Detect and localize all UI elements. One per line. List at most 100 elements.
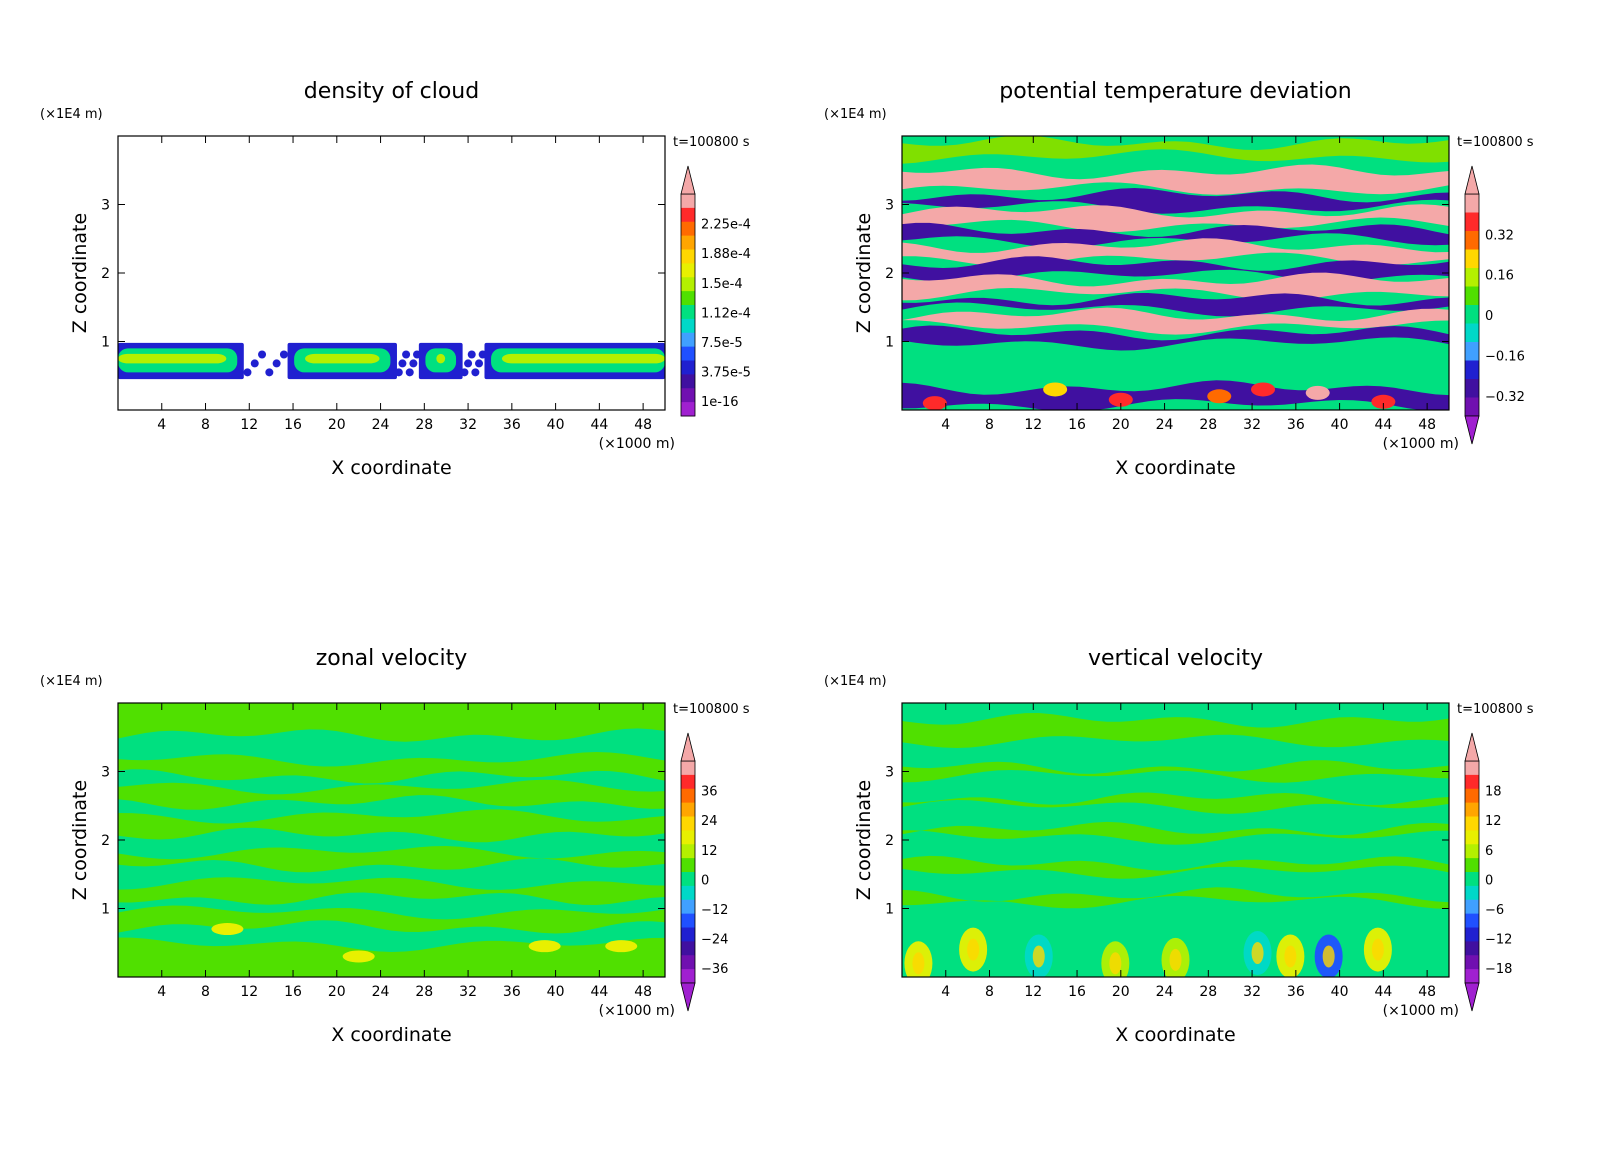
colorbar-swatch xyxy=(681,788,695,804)
x-tick-label: 8 xyxy=(985,417,994,433)
colorbar-swatch xyxy=(681,207,695,223)
plot-area xyxy=(118,703,665,977)
y-tick-label: 1 xyxy=(885,335,894,351)
x-tick-label: 48 xyxy=(634,984,652,1000)
cloud-fragment xyxy=(413,350,422,359)
x-tick-label: 32 xyxy=(459,984,477,1000)
colorbar-swatch xyxy=(681,802,695,817)
plot-area xyxy=(118,136,665,410)
contour-band xyxy=(902,855,1449,879)
colorbar-label: 24 xyxy=(701,814,718,829)
cloud-fragment xyxy=(471,368,480,377)
cloud-fragment xyxy=(409,359,418,368)
contour-band xyxy=(902,821,1449,845)
x-tick-label: 40 xyxy=(1331,417,1349,433)
y-tick-label: 3 xyxy=(885,198,894,214)
y-tick-label: 2 xyxy=(101,266,110,282)
x-tick-label: 8 xyxy=(985,984,994,1000)
colorbar-swatch xyxy=(1465,927,1479,942)
colorbar-swatch xyxy=(681,955,695,970)
x-tick-label: 44 xyxy=(1374,417,1392,433)
x-unit-label: (×1000 m) xyxy=(1383,436,1459,452)
colorbar-swatch xyxy=(1465,899,1479,915)
colorbar-upper-triangle xyxy=(680,732,696,762)
colorbar-swatch xyxy=(681,844,695,859)
convective-cell-core xyxy=(1322,945,1335,968)
colorbar-lower-triangle xyxy=(1464,982,1480,1012)
y-tick-label: 3 xyxy=(101,198,110,214)
cloud-fragment xyxy=(258,350,267,359)
colorbar-swatch xyxy=(681,235,695,250)
x-tick-label: 28 xyxy=(415,417,433,433)
colorbar-swatch xyxy=(1465,194,1479,213)
x-axis-label: X coordinate xyxy=(1115,1024,1235,1046)
y-axis-label: Z coordinate xyxy=(69,213,91,333)
contour-band xyxy=(902,380,1449,410)
wind-patch xyxy=(528,940,561,953)
y-tick-label: 3 xyxy=(885,765,894,781)
colorbar-swatch xyxy=(1465,830,1479,845)
x-tick-label: 4 xyxy=(157,984,166,1000)
colorbar-label: 0 xyxy=(701,873,709,888)
contour-band xyxy=(118,892,665,920)
colorbar-swatch xyxy=(681,761,695,776)
x-tick-label: 16 xyxy=(1068,417,1086,433)
contour-band xyxy=(118,795,665,824)
y-unit-label: (×1E4 m) xyxy=(40,674,103,689)
cloud-fragment xyxy=(460,368,469,377)
temperature-cell xyxy=(1043,382,1068,397)
convective-cell-core xyxy=(1032,945,1045,968)
contour-band xyxy=(902,713,1449,748)
colorbar-label: 1.88e-4 xyxy=(701,247,751,262)
colorbar-swatch xyxy=(1465,802,1479,817)
convective-cell-core xyxy=(912,952,925,975)
colorbar-swatch xyxy=(1465,885,1479,901)
chart-title: potential temperature deviation xyxy=(999,79,1351,104)
colorbar-label: −0.32 xyxy=(1485,390,1525,405)
contour-band xyxy=(118,827,665,860)
colorbar-swatch xyxy=(681,402,695,417)
x-tick-label: 36 xyxy=(1287,984,1305,1000)
x-tick-label: 40 xyxy=(547,417,565,433)
x-tick-label: 40 xyxy=(547,984,565,1000)
convective-cell-core xyxy=(1371,938,1384,961)
colorbar-label: 1.12e-4 xyxy=(701,306,751,321)
y-tick-label: 2 xyxy=(101,833,110,849)
y-unit-label: (×1E4 m) xyxy=(824,674,887,689)
time-label: t=100800 s xyxy=(673,702,750,717)
colorbar-swatch xyxy=(681,927,695,942)
x-tick-label: 20 xyxy=(328,417,346,433)
temperature-cell xyxy=(922,396,947,410)
cloud-fragment xyxy=(467,350,476,359)
x-axis-label: X coordinate xyxy=(1115,457,1235,479)
colorbar-swatch xyxy=(681,263,695,278)
colorbar-swatch xyxy=(681,872,695,887)
y-axis-label: Z coordinate xyxy=(69,780,91,900)
colorbar-swatch xyxy=(681,941,695,956)
chart-title: density of cloud xyxy=(304,79,479,104)
plot-area xyxy=(902,136,1449,410)
colorbar-swatch xyxy=(1465,955,1479,970)
colorbar-lower-triangle xyxy=(1464,415,1480,445)
colorbar-swatch xyxy=(1465,774,1479,790)
x-tick-label: 48 xyxy=(1418,984,1436,1000)
time-label: t=100800 s xyxy=(1457,702,1534,717)
x-tick-label: 16 xyxy=(1068,984,1086,1000)
colorbar-swatch xyxy=(681,305,695,320)
x-tick-label: 24 xyxy=(372,984,390,1000)
y-tick-label: 1 xyxy=(101,902,110,918)
colorbar-swatch xyxy=(1465,858,1479,873)
x-tick-label: 28 xyxy=(1199,984,1217,1000)
contour-band xyxy=(902,164,1449,195)
x-tick-label: 48 xyxy=(634,417,652,433)
colorbar-label: −36 xyxy=(701,962,728,977)
contour-band xyxy=(902,188,1449,214)
contour-band xyxy=(902,325,1449,351)
y-unit-label: (×1E4 m) xyxy=(40,107,103,122)
colorbar-swatch xyxy=(681,360,695,375)
colorbar-label: 2.25e-4 xyxy=(701,218,751,233)
contour-band xyxy=(118,858,665,890)
contour-band xyxy=(902,204,1449,232)
colorbar-swatch xyxy=(681,774,695,790)
